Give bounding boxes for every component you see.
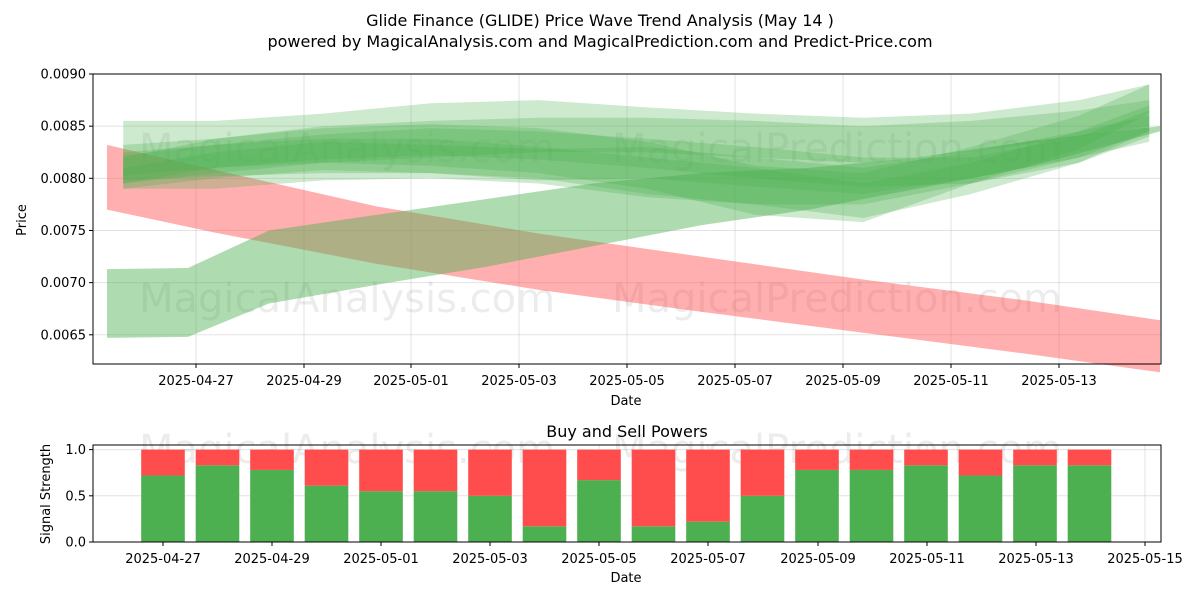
buy-bar-2025-05-02: [413, 491, 458, 542]
price-x-tick-4: 2025-05-05: [589, 374, 665, 389]
sell-bar-2025-05-12: [958, 449, 1003, 476]
price-y-tick-3: 0.0080: [41, 172, 87, 187]
signal-x-tick-1: 2025-04-29: [234, 552, 310, 567]
price-y-label: Price: [15, 204, 30, 236]
signal-x-tick-4: 2025-05-05: [561, 552, 637, 567]
signal-y-label: Signal Strength: [39, 444, 54, 544]
signal-x-label: Date: [610, 571, 641, 586]
band-buy-trend-low: [107, 126, 1160, 338]
buy-bar-2025-04-29: [250, 469, 294, 542]
sell-bar-2025-04-28: [195, 449, 240, 466]
signal-x-tick-7: 2025-05-11: [889, 552, 965, 567]
signal-y-tick-1: 0.5: [65, 489, 86, 504]
watermark-prediction-mid: MagicalPrediction.com: [612, 276, 1062, 322]
price-grid: [93, 73, 1161, 364]
band-buy-wave-6: [123, 110, 1150, 187]
price-panel: MagicalAnalysis.com MagicalPrediction.co…: [15, 68, 1162, 409]
buy-bar-2025-04-30: [304, 485, 349, 542]
buy-bar-2025-05-11: [904, 465, 948, 542]
signal-panel: Buy and Sell Powers MagicalAnalysis.com …: [39, 422, 1183, 586]
signal-x-tick-0: 2025-04-27: [125, 552, 201, 567]
band-buy-wave-3: [123, 100, 1150, 184]
signal-bars: [141, 449, 1112, 542]
buy-bar-2025-05-03: [468, 495, 512, 542]
sell-bar-2025-05-06: [631, 449, 676, 527]
price-x-tick-1: 2025-04-29: [266, 374, 342, 389]
buy-bar-2025-05-09: [795, 469, 839, 542]
signal-x-tick-2: 2025-05-01: [343, 552, 419, 567]
price-y-tick-0: 0.0065: [41, 328, 87, 343]
sell-bar-2025-05-04: [522, 449, 567, 527]
buy-bar-2025-05-13: [1013, 465, 1057, 542]
sell-bar-2025-04-30: [304, 449, 349, 486]
band-buy-wave-2: [123, 105, 1150, 218]
sell-bar-2025-05-09: [795, 449, 839, 470]
buy-bar-2025-05-05: [577, 480, 621, 542]
price-y-ticks: 0.0065 0.0070 0.0075 0.0080 0.0085 0.0090: [41, 68, 93, 343]
chart-title-line2: powered by MagicalAnalysis.com and Magic…: [267, 32, 932, 51]
sell-bar-2025-05-10: [849, 449, 894, 470]
sell-bar-2025-04-29: [250, 449, 294, 470]
sell-bar-2025-05-11: [904, 449, 948, 466]
band-sell-trend: [107, 144, 1160, 373]
buy-bar-2025-05-10: [849, 469, 894, 542]
sell-bar-2025-05-08: [740, 449, 785, 496]
chart-title-line1: Glide Finance (GLIDE) Price Wave Trend A…: [366, 11, 834, 30]
price-bands: [107, 84, 1160, 373]
price-y-tick-1: 0.0070: [41, 276, 87, 291]
band-buy-wave-1: [123, 84, 1150, 223]
price-x-ticks: 2025-04-27 2025-04-29 2025-05-01 2025-05-03…: [158, 364, 1097, 389]
watermark-analysis-mid: MagicalAnalysis.com: [139, 276, 555, 322]
price-x-label: Date: [610, 394, 641, 409]
sell-bar-2025-05-07: [686, 449, 730, 522]
price-x-tick-2: 2025-05-01: [373, 374, 449, 389]
signal-title: Buy and Sell Powers: [546, 422, 708, 441]
watermark-analysis-top: MagicalAnalysis.com: [139, 126, 555, 172]
signal-x-tick-9: 2025-05-15: [1107, 552, 1183, 567]
price-x-tick-5: 2025-05-07: [697, 374, 773, 389]
price-x-tick-3: 2025-05-03: [481, 374, 557, 389]
buy-bar-2025-05-08: [740, 495, 785, 542]
sell-bar-2025-05-05: [577, 449, 621, 481]
price-y-tick-2: 0.0075: [41, 224, 87, 239]
price-y-tick-4: 0.0085: [41, 120, 87, 135]
buy-bar-2025-05-06: [631, 526, 676, 542]
signal-y-tick-0: 0.0: [65, 536, 86, 551]
sell-bar-2025-05-03: [468, 449, 512, 496]
buy-bar-2025-04-28: [195, 465, 240, 542]
buy-bar-2025-05-04: [522, 526, 567, 542]
buy-bar-2025-04-27: [141, 475, 185, 542]
price-plot-area: [93, 74, 1161, 364]
signal-axes-frame: [92, 444, 1162, 543]
sell-bar-2025-05-13: [1013, 449, 1057, 466]
price-x-tick-0: 2025-04-27: [158, 374, 234, 389]
price-y-tick-5: 0.0090: [41, 68, 87, 83]
price-x-tick-8: 2025-05-13: [1021, 374, 1097, 389]
sell-bar-2025-05-14: [1067, 449, 1112, 466]
buy-bar-2025-05-14: [1067, 465, 1112, 542]
sell-bar-2025-05-01: [359, 449, 403, 492]
signal-y-ticks: 0.0 0.5 1.0: [65, 443, 93, 551]
price-watermarks: MagicalAnalysis.com MagicalPrediction.co…: [139, 126, 1062, 322]
watermark-prediction-top: MagicalPrediction.com: [612, 126, 1062, 172]
price-x-tick-6: 2025-05-09: [805, 374, 881, 389]
buy-bar-2025-05-07: [686, 521, 730, 542]
buy-bar-2025-05-12: [958, 475, 1003, 542]
signal-x-tick-6: 2025-05-09: [780, 552, 856, 567]
signal-x-ticks: 2025-04-27 2025-04-29 2025-05-01 2025-05-03…: [125, 542, 1183, 567]
signal-x-tick-8: 2025-05-13: [998, 552, 1074, 567]
band-buy-wave-4: [123, 115, 1150, 194]
price-x-tick-7: 2025-05-11: [913, 374, 989, 389]
sell-bar-2025-05-02: [413, 449, 458, 492]
signal-x-tick-3: 2025-05-03: [452, 552, 528, 567]
signal-x-tick-5: 2025-05-07: [670, 552, 746, 567]
band-buy-wave-5: [123, 84, 1150, 205]
sell-bar-2025-04-27: [141, 449, 185, 476]
buy-bar-2025-05-01: [359, 491, 403, 542]
signal-y-tick-2: 1.0: [65, 443, 86, 458]
